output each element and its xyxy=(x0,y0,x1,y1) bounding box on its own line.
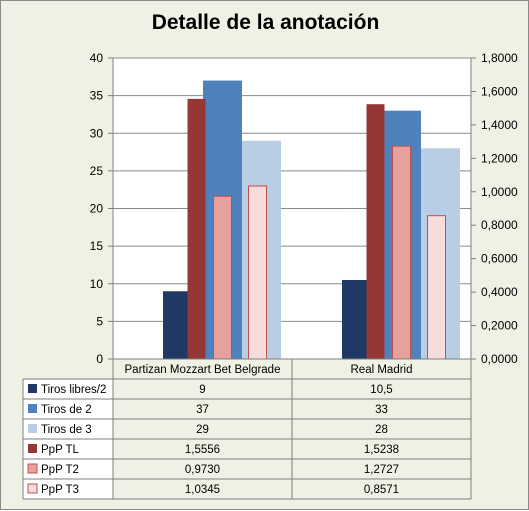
right-axis-tick-label: 1,0000 xyxy=(481,185,518,199)
legend-series-name: PpP T2 xyxy=(41,464,79,476)
legend-key xyxy=(28,424,37,433)
legend-key xyxy=(27,463,38,474)
legend-key xyxy=(28,444,37,453)
legend-series-name: PpP TL xyxy=(41,444,80,456)
data-table-value: 1,0345 xyxy=(185,484,220,496)
bar-ppp-t2-1 xyxy=(213,195,232,360)
legend-series-name: Tiros de 2 xyxy=(41,404,92,416)
data-table-value: 33 xyxy=(375,404,388,416)
chart-title: Detalle de la anotación xyxy=(151,11,380,34)
right-axis-tick-label: 1,8000 xyxy=(481,51,518,65)
left-axis-tick-label: 10 xyxy=(90,277,104,291)
legend-key xyxy=(28,384,37,393)
data-table-value: 10,5 xyxy=(370,384,392,396)
left-axis-tick-label: 25 xyxy=(90,164,104,178)
left-axis-tick-label: 35 xyxy=(90,89,104,103)
left-axis-tick-label: 15 xyxy=(90,239,104,253)
category-label: Real Madrid xyxy=(351,364,413,376)
left-axis-tick-label: 30 xyxy=(90,126,104,140)
bar-ppp-t3-1 xyxy=(248,185,267,360)
right-axis-tick-label: 1,4000 xyxy=(481,118,518,132)
data-table-value: 29 xyxy=(196,424,209,436)
legend-series-name: PpP T3 xyxy=(41,484,79,496)
data-table-value: 0,8571 xyxy=(364,484,399,496)
bar-ppp-tl-2 xyxy=(366,104,385,360)
data-table-value: 1,5556 xyxy=(185,444,220,456)
right-axis-tick-label: 0,0000 xyxy=(481,352,518,366)
category-label: Partizan Mozzart Bet Belgrade xyxy=(125,364,281,376)
right-axis-tick-label: 1,6000 xyxy=(481,84,518,98)
left-axis-tick-label: 40 xyxy=(90,51,104,65)
right-axis-tick-label: 0,6000 xyxy=(481,252,518,266)
right-axis-tick-label: 0,8000 xyxy=(481,218,518,232)
legend-series-name: Tiros libres/2 xyxy=(41,384,106,396)
data-table-value: 28 xyxy=(375,424,388,436)
bar-ppp-tl-1 xyxy=(187,98,206,359)
right-axis-tick-label: 0,4000 xyxy=(481,285,518,299)
legend-series-name: Tiros de 3 xyxy=(41,424,92,436)
bar-ppp-t2-2 xyxy=(392,145,411,360)
data-table-value: 37 xyxy=(196,404,209,416)
left-axis-tick-label: 20 xyxy=(90,202,104,216)
data-table-value: 0,9730 xyxy=(185,464,220,476)
data-table-value: 1,5238 xyxy=(364,444,399,456)
data-table-value: 1,2727 xyxy=(364,464,399,476)
right-axis-tick-label: 1,2000 xyxy=(481,151,518,165)
right-axis-tick-label: 0,2000 xyxy=(481,319,518,333)
legend-key xyxy=(27,483,38,494)
left-axis-tick-label: 5 xyxy=(96,314,103,328)
data-table-value: 9 xyxy=(199,384,205,396)
legend-key xyxy=(28,404,37,413)
left-axis-tick-label: 0 xyxy=(96,352,103,366)
bar-ppp-t3-2 xyxy=(427,215,446,360)
